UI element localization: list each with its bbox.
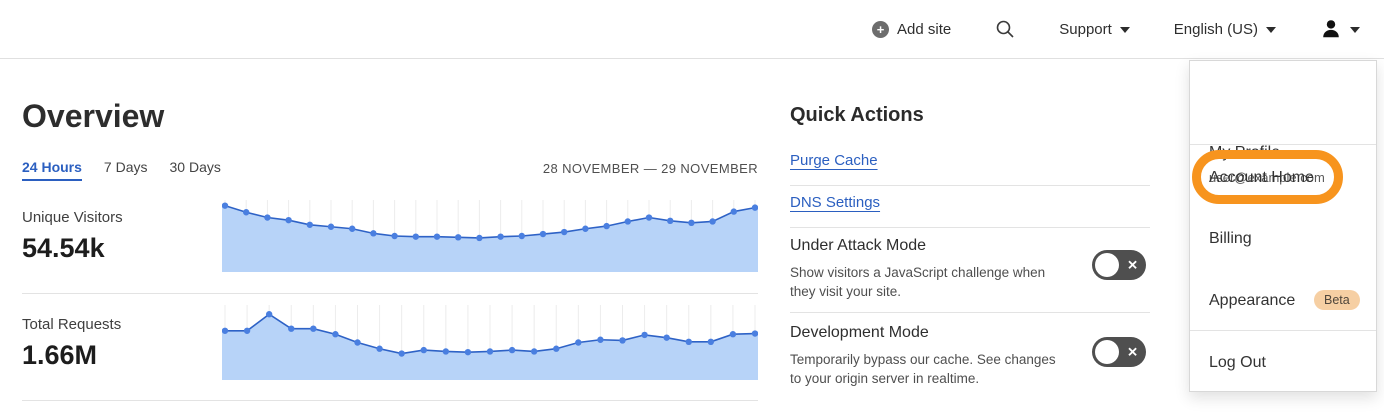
beta-badge: Beta bbox=[1314, 290, 1360, 310]
search-icon bbox=[996, 20, 1014, 38]
plus-circle-icon: + bbox=[872, 20, 890, 38]
my-profile-item[interactable]: My Profile bbox=[1209, 144, 1281, 161]
unique-visitors-label: Unique Visitors bbox=[22, 209, 123, 226]
account-home-item[interactable]: Account Home bbox=[1209, 169, 1314, 186]
language-label: English (US) bbox=[1173, 20, 1258, 38]
purge-cache-link[interactable]: Purge Cache bbox=[790, 152, 878, 169]
dns-settings-link[interactable]: DNS Settings bbox=[790, 194, 881, 211]
toggle-off-x-icon: ✕ bbox=[1127, 344, 1138, 360]
divider bbox=[22, 293, 758, 294]
divider bbox=[790, 227, 1150, 228]
toggle-off-x-icon: ✕ bbox=[1127, 257, 1138, 273]
divider bbox=[1190, 144, 1376, 145]
under-attack-mode-label: Under Attack Mode bbox=[790, 237, 927, 254]
support-menu[interactable]: Support bbox=[1059, 21, 1130, 38]
quick-actions-title: Quick Actions bbox=[790, 104, 924, 126]
divider bbox=[1190, 330, 1376, 331]
log-out-item[interactable]: Log Out bbox=[1209, 354, 1266, 371]
total-requests-value: 1.66M bbox=[22, 340, 98, 370]
under-attack-mode-toggle[interactable]: ✕ bbox=[1092, 250, 1146, 280]
divider bbox=[790, 312, 1150, 313]
development-mode-label: Development Mode bbox=[790, 324, 929, 341]
toggle-knob bbox=[1095, 253, 1119, 277]
development-mode-toggle[interactable]: ✕ bbox=[1092, 337, 1146, 367]
account-dropdown: My Profile user@example.com Account Home… bbox=[1189, 60, 1377, 392]
chevron-down-icon bbox=[1266, 27, 1276, 33]
tab-24-hours[interactable]: 24 Hours bbox=[22, 159, 82, 181]
appearance-item[interactable]: Appearance bbox=[1209, 292, 1296, 309]
unique-visitors-value: 54.54k bbox=[22, 233, 105, 263]
language-menu[interactable]: English (US) bbox=[1174, 21, 1276, 38]
support-label: Support bbox=[1059, 20, 1112, 38]
tab-7-days[interactable]: 7 Days bbox=[103, 159, 148, 175]
chevron-down-icon bbox=[1350, 27, 1360, 33]
date-range: 28 NOVEMBER — 29 NOVEMBER bbox=[542, 161, 758, 176]
profile-email: user@example.com bbox=[1209, 170, 1325, 185]
total-requests-label: Total Requests bbox=[22, 316, 122, 333]
billing-item[interactable]: Billing bbox=[1209, 230, 1252, 247]
time-range-tabs: 24 Hours 7 Days 30 Days bbox=[22, 159, 221, 181]
under-attack-mode-description: Show visitors a JavaScript challenge whe… bbox=[790, 265, 1046, 299]
tab-30-days[interactable]: 30 Days bbox=[169, 159, 221, 175]
divider bbox=[22, 400, 758, 401]
add-site-button[interactable]: + Add site bbox=[872, 20, 952, 38]
divider bbox=[790, 185, 1150, 186]
chevron-down-icon bbox=[1119, 27, 1130, 33]
add-site-label: Add site bbox=[897, 20, 952, 38]
toggle-knob bbox=[1095, 340, 1119, 364]
user-menu[interactable] bbox=[1320, 18, 1360, 40]
total-requests-chart bbox=[222, 305, 758, 380]
search-button[interactable] bbox=[995, 19, 1015, 39]
top-nav: + Add site Support English (US) bbox=[0, 0, 1384, 59]
development-mode-description: Temporarily bypass our cache. See change… bbox=[790, 352, 1056, 386]
unique-visitors-chart bbox=[222, 200, 758, 272]
user-icon bbox=[1323, 20, 1339, 38]
page-title: Overview bbox=[22, 98, 165, 134]
